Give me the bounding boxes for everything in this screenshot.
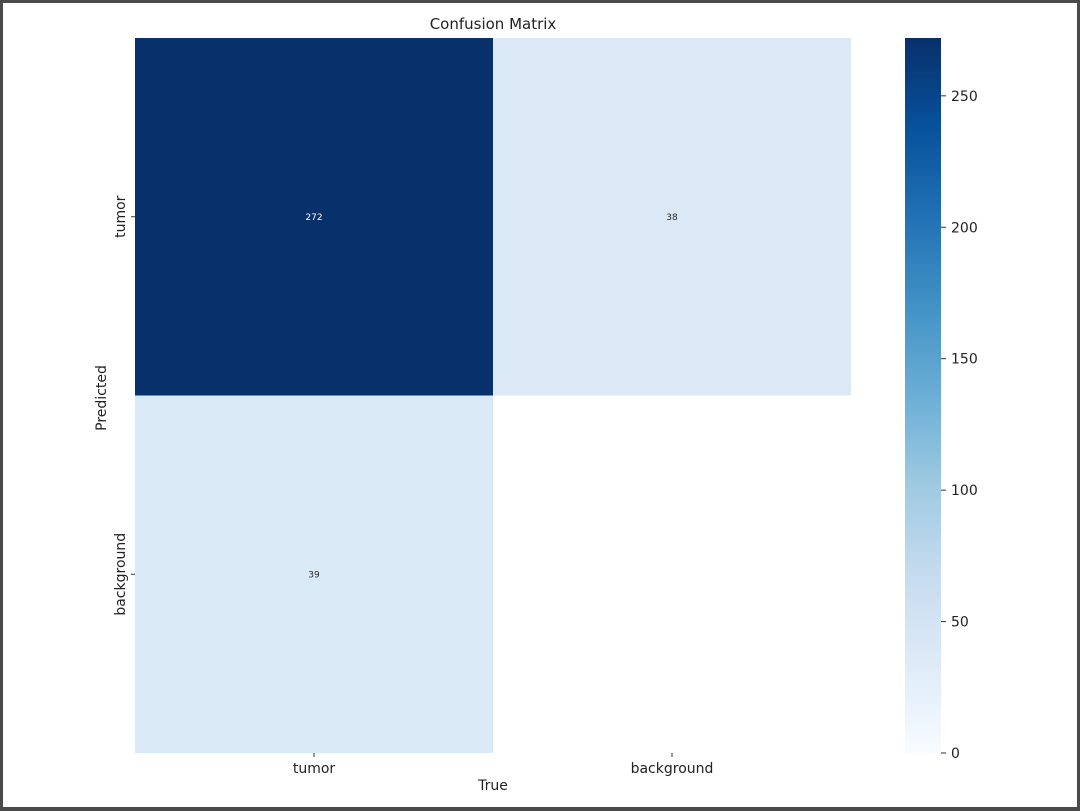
cell-value-label: 272 [305,213,322,223]
x-axis: tumor background [293,753,714,777]
chart-title: Confusion Matrix [430,15,557,33]
heatmap-cell-labels: 272 38 39 [305,213,678,581]
y-tick-label: tumor [113,195,129,238]
heatmap-cell [135,38,493,396]
cell-value-label: 39 [308,570,320,580]
y-axis-label: Predicted [94,365,110,431]
figure-canvas: Confusion Matrix 272 38 39 tumor background… [3,3,1077,807]
colorbar-tick-label: 250 [951,89,978,105]
heatmap-cell [493,38,851,396]
colorbar-gradient [905,38,941,753]
x-axis-label: True [477,778,508,794]
cell-value-label: 38 [666,213,678,223]
colorbar: 0 50 100 150 200 250 [905,38,978,762]
heatmap-cell [493,395,851,753]
y-axis: tumor background [113,195,135,616]
y-tick-label: background [113,533,129,616]
colorbar-tick-label: 100 [951,483,978,499]
colorbar-tick-label: 50 [951,615,969,631]
colorbar-ticks: 0 50 100 150 200 250 [941,89,978,762]
heatmap-cells [135,38,851,753]
confusion-matrix-chart: Confusion Matrix 272 38 39 tumor background… [94,15,978,794]
colorbar-tick-label: 150 [951,352,978,368]
colorbar-tick-label: 0 [951,746,960,762]
x-tick-label: tumor [293,761,336,777]
x-tick-label: background [631,761,714,777]
colorbar-tick-label: 200 [951,220,978,236]
heatmap-cell [135,395,493,753]
